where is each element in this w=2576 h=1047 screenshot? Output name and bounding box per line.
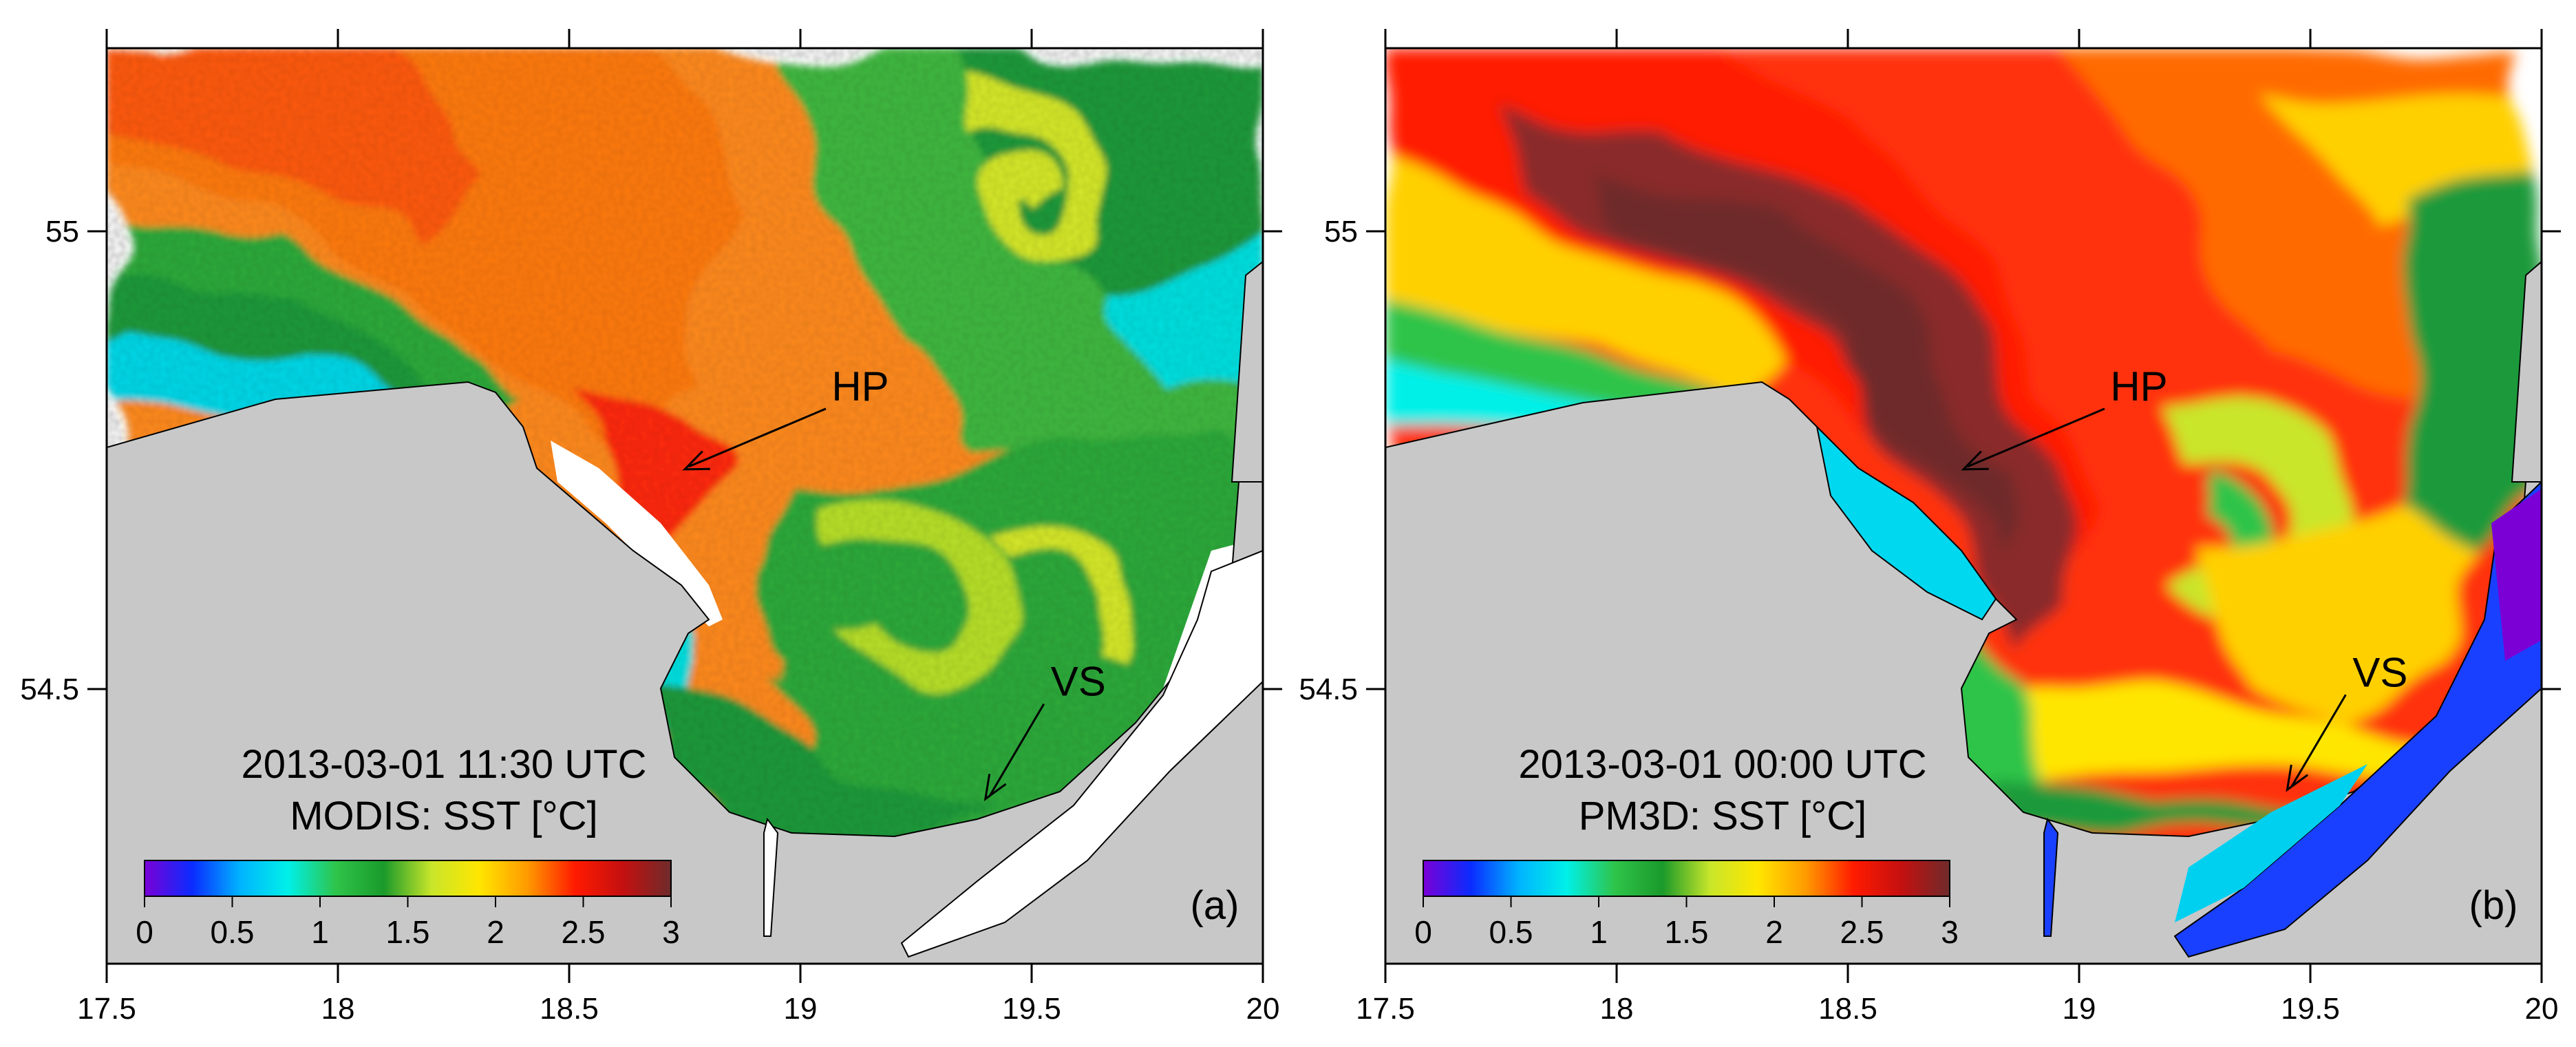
colorbar-tick-label: 3	[662, 914, 680, 950]
panel-b-river-mouth	[2043, 817, 2059, 937]
panel-a-lagoon-water	[900, 549, 1263, 958]
colorbar-tick-label: 2	[487, 914, 504, 950]
panel-a-river-mouth	[763, 817, 779, 937]
panel-a-letter: (a)	[1191, 883, 1239, 928]
panel-a-product: MODIS: SST [°C]	[290, 794, 598, 838]
panel-a-colorbar	[144, 860, 672, 897]
colorbar-tick-label: 1	[1590, 914, 1608, 950]
panel-a-frame	[105, 47, 1264, 965]
annotation-arrow	[988, 703, 1045, 797]
panel-b-timestamp: 2013-03-01 00:00 UTC	[1518, 742, 1926, 787]
colorbar-tick-label: 0.5	[211, 914, 255, 950]
panel-a-missing-data-spit	[551, 441, 723, 626]
panel-a-land-west	[107, 381, 1263, 964]
colorbar-tick-label: 1	[311, 914, 329, 950]
x-tick-label: 18	[321, 992, 355, 1026]
annotation-label-vs: VS	[2352, 649, 2407, 695]
colorbar-tick-label: 2.5	[1840, 914, 1884, 950]
panel-b	[1384, 47, 2543, 965]
y-tick-label: 54.5	[1299, 673, 1358, 706]
x-tick-label: 19	[784, 992, 818, 1026]
annotation-arrowhead	[1961, 450, 1989, 471]
annotation-arrow	[2290, 694, 2347, 788]
panel-b-product: PM3D: SST [°C]	[1579, 794, 1867, 838]
y-tick-label: 54.5	[20, 673, 79, 706]
panel-b-letter: (b)	[2469, 883, 2518, 928]
y-tick-label: 55	[45, 215, 79, 248]
annotation-arrow	[688, 408, 827, 468]
annotation-arrowhead	[682, 450, 710, 471]
panel-b-land-east	[2511, 260, 2542, 483]
colorbar-tick-label: 0.5	[1489, 914, 1533, 950]
panel-b-lagoon-purple	[2491, 489, 2542, 661]
x-tick-label: 20	[1246, 992, 1280, 1026]
x-tick-label: 18.5	[540, 992, 599, 1026]
annotation-label-vs: VS	[1051, 659, 1106, 705]
colorbar-tick-label: 0	[1414, 914, 1432, 950]
panel-b-map-area	[1385, 48, 2542, 964]
annotation-arrowhead	[983, 774, 1007, 801]
panel-a-map-area	[107, 48, 1263, 964]
panel-b-colorbar	[1423, 860, 1950, 897]
panel-b-frame	[1384, 47, 2543, 965]
annotation-label-hp: HP	[2110, 363, 2167, 410]
colorbar-tick-label: 2.5	[562, 914, 606, 950]
colorbar-tick-label: 3	[1941, 914, 1959, 950]
colorbar-tick-label: 2	[1765, 914, 1783, 950]
panel-a	[105, 47, 1264, 965]
x-tick-label: 18	[1600, 992, 1634, 1026]
panel-b-puck-bay-field	[1816, 424, 1997, 621]
x-tick-label: 18.5	[1818, 992, 1877, 1026]
colorbar-tick-label: 1.5	[1665, 914, 1709, 950]
annotation-arrowhead	[2286, 764, 2309, 792]
y-tick-label: 55	[1324, 215, 1358, 248]
panel-a-timestamp: 2013-03-01 11:30 UTC	[242, 742, 647, 787]
x-tick-label: 19	[2063, 992, 2096, 1026]
colorbar-tick-label: 0	[136, 914, 153, 950]
panel-a-land-east	[1231, 260, 1263, 483]
x-tick-label: 20	[2525, 992, 2559, 1026]
x-tick-label: 17.5	[1356, 992, 1415, 1026]
x-tick-label: 19.5	[1002, 992, 1061, 1026]
x-tick-label: 17.5	[77, 992, 136, 1026]
colorbar-tick-label: 1.5	[386, 914, 430, 950]
annotation-label-hp: HP	[831, 363, 888, 410]
panel-b-lagoon-cyan	[2175, 764, 2367, 922]
annotation-arrow	[1967, 408, 2105, 468]
x-tick-label: 19.5	[2281, 992, 2340, 1026]
